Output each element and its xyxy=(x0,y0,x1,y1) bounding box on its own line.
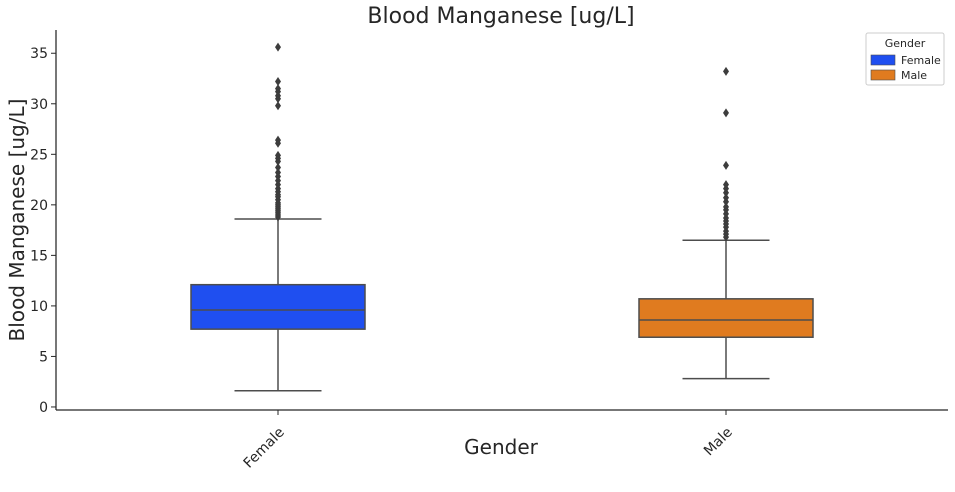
box-iqr xyxy=(190,283,366,330)
outlier-point xyxy=(275,42,281,52)
outlier-point xyxy=(723,66,729,76)
x-tick-label: Female xyxy=(241,424,288,471)
plot-area xyxy=(190,42,814,392)
box-female xyxy=(190,42,366,392)
outlier-point xyxy=(723,180,729,190)
legend-label-male: Male xyxy=(901,69,927,82)
x-axis-title: Gender xyxy=(464,435,538,459)
legend-swatch-female xyxy=(870,54,896,66)
y-tick-label: 0 xyxy=(39,400,48,416)
outlier-point xyxy=(723,160,729,170)
y-tick-label: 15 xyxy=(30,248,48,264)
y-axis: 0 5 10 15 20 25 30 35 xyxy=(30,30,57,416)
box-iqr xyxy=(638,298,814,338)
y-tick-label: 35 xyxy=(30,46,48,62)
legend-title: Gender xyxy=(885,37,926,50)
x-tick-label: Male xyxy=(701,424,736,459)
outlier-point xyxy=(275,168,281,177)
legend-swatch-male xyxy=(870,69,896,81)
outlier-point xyxy=(275,150,281,160)
outlier-point xyxy=(275,162,281,172)
y-axis-title: Blood Manganese [ug/L] xyxy=(5,99,29,342)
legend: Gender Female Male xyxy=(865,32,945,86)
y-tick-label: 5 xyxy=(39,349,48,365)
chart-title: Blood Manganese [ug/L] xyxy=(367,4,634,29)
outlier-point xyxy=(275,77,281,87)
outlier-point xyxy=(723,193,729,203)
y-tick-label: 30 xyxy=(30,97,48,113)
outlier-point xyxy=(275,101,281,111)
outlier-point xyxy=(723,202,729,212)
y-tick-label: 20 xyxy=(30,198,48,214)
outlier-point xyxy=(275,135,281,145)
outlier-point xyxy=(723,108,729,118)
legend-label-female: Female xyxy=(901,54,941,67)
outlier-point xyxy=(275,84,281,94)
box-male xyxy=(638,66,814,380)
y-tick-label: 25 xyxy=(30,147,48,163)
y-tick-label: 10 xyxy=(30,299,48,315)
